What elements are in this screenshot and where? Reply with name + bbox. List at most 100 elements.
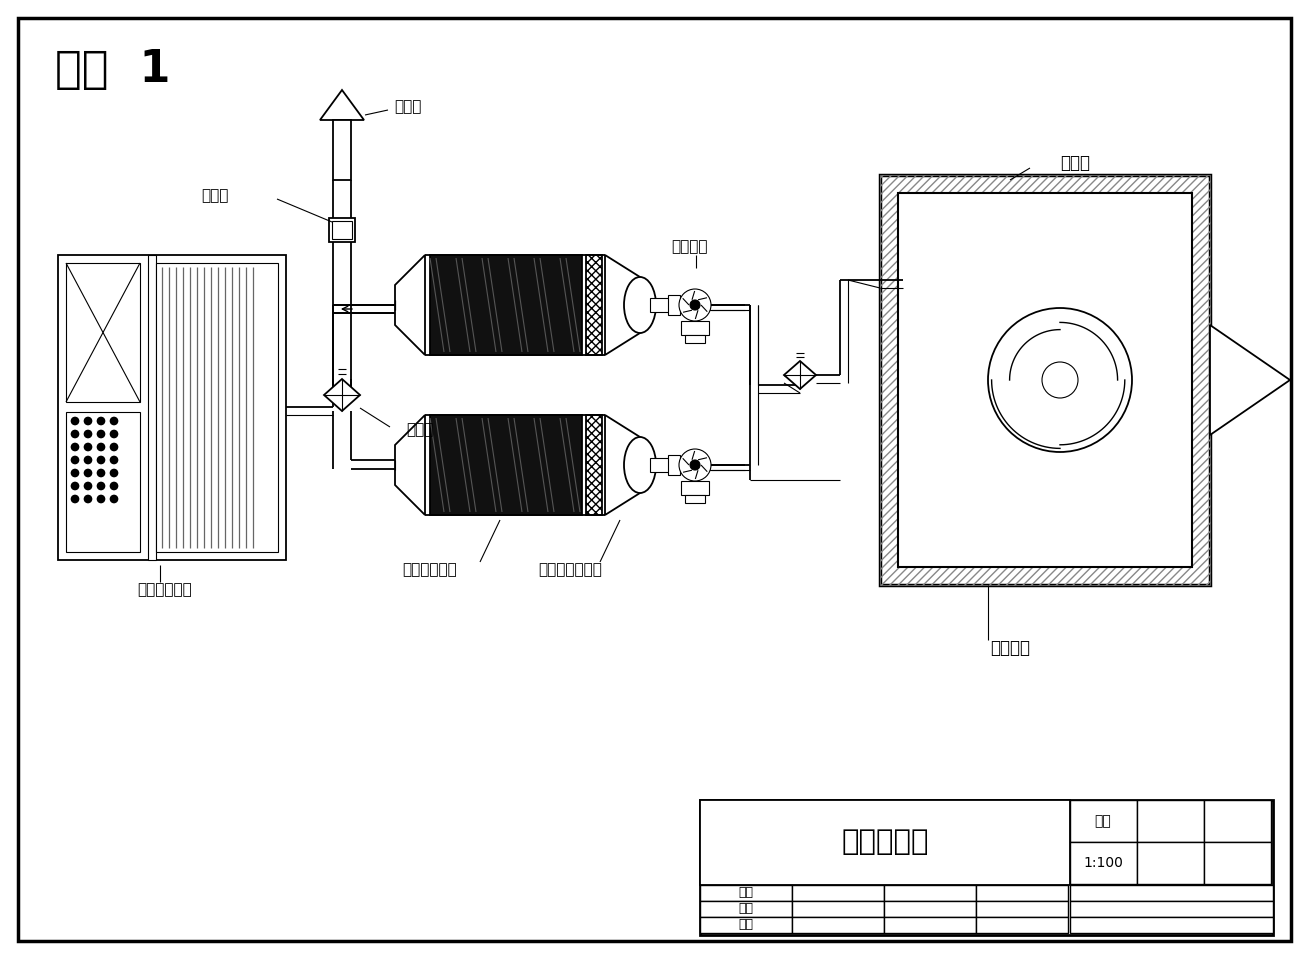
Circle shape <box>690 460 700 470</box>
Bar <box>884 901 977 917</box>
Text: 阻火器: 阻火器 <box>202 189 229 203</box>
Circle shape <box>988 308 1132 452</box>
Text: 平面布置图: 平面布置图 <box>842 828 929 856</box>
Circle shape <box>85 417 92 425</box>
Bar <box>65 412 140 552</box>
Polygon shape <box>395 255 425 355</box>
Text: 附图  1: 附图 1 <box>55 49 170 91</box>
Bar <box>332 221 352 239</box>
Bar <box>586 255 602 355</box>
Bar <box>884 917 977 933</box>
Circle shape <box>85 482 92 489</box>
Bar <box>429 255 583 355</box>
Bar <box>651 458 672 472</box>
Bar <box>1069 917 1272 933</box>
Text: 审核: 审核 <box>738 919 754 931</box>
Circle shape <box>72 496 79 503</box>
Circle shape <box>72 456 79 463</box>
Polygon shape <box>325 379 360 411</box>
Bar <box>700 800 1272 935</box>
Circle shape <box>97 417 105 425</box>
Circle shape <box>97 431 105 437</box>
Circle shape <box>110 456 118 463</box>
Bar <box>685 335 706 343</box>
Bar <box>586 415 602 515</box>
Circle shape <box>85 470 92 477</box>
Bar <box>651 298 672 312</box>
Polygon shape <box>319 90 364 120</box>
Text: 干式漆雾过滤器: 干式漆雾过滤器 <box>538 563 602 577</box>
Circle shape <box>85 431 92 437</box>
Bar <box>1069 800 1138 842</box>
Circle shape <box>110 482 118 489</box>
Polygon shape <box>1210 325 1289 435</box>
Bar <box>700 901 792 917</box>
Bar <box>329 218 355 242</box>
Text: 校对: 校对 <box>738 902 754 916</box>
Text: 催化燃烧装置: 催化燃烧装置 <box>137 582 192 597</box>
Circle shape <box>97 443 105 451</box>
Bar <box>1204 800 1271 842</box>
Circle shape <box>97 470 105 477</box>
Bar <box>898 193 1192 567</box>
Bar <box>1138 842 1204 884</box>
Bar <box>58 255 285 560</box>
Circle shape <box>690 300 700 310</box>
Circle shape <box>110 443 118 451</box>
Circle shape <box>85 456 92 463</box>
Text: 1:100: 1:100 <box>1083 856 1123 870</box>
Circle shape <box>72 417 79 425</box>
Circle shape <box>110 417 118 425</box>
Bar <box>429 415 583 515</box>
Bar <box>681 321 709 335</box>
Circle shape <box>72 470 79 477</box>
Circle shape <box>679 449 711 481</box>
Bar <box>977 901 1068 917</box>
Circle shape <box>72 482 79 489</box>
Circle shape <box>97 456 105 463</box>
Text: 风压阀: 风压阀 <box>406 423 433 437</box>
Polygon shape <box>784 361 816 389</box>
Circle shape <box>85 443 92 451</box>
Ellipse shape <box>624 277 656 333</box>
Text: 集气罩: 集气罩 <box>1060 154 1090 172</box>
Bar <box>1069 842 1138 884</box>
Bar <box>668 295 679 315</box>
Text: 离心风机: 离心风机 <box>672 240 708 254</box>
Circle shape <box>72 443 79 451</box>
Bar <box>65 263 140 402</box>
Bar <box>700 800 1069 885</box>
Bar <box>332 120 351 180</box>
Bar <box>977 885 1068 901</box>
Bar <box>977 917 1068 933</box>
Bar <box>880 175 1210 585</box>
Text: 制图: 制图 <box>738 886 754 900</box>
Bar <box>792 901 884 917</box>
Bar <box>1138 800 1204 842</box>
Bar <box>700 917 792 933</box>
Bar <box>668 455 679 475</box>
Circle shape <box>97 496 105 503</box>
Text: 排气罩: 排气罩 <box>394 100 421 114</box>
Circle shape <box>1042 362 1079 398</box>
Circle shape <box>97 482 105 489</box>
Bar <box>1069 885 1272 901</box>
Polygon shape <box>605 255 640 355</box>
Text: 喷漆车间: 喷漆车间 <box>990 639 1030 657</box>
Circle shape <box>110 470 118 477</box>
Circle shape <box>72 431 79 437</box>
Text: 比例: 比例 <box>1094 814 1111 828</box>
Polygon shape <box>395 415 425 515</box>
Bar <box>685 495 706 503</box>
Bar <box>1069 901 1272 917</box>
Bar <box>792 885 884 901</box>
Circle shape <box>679 289 711 321</box>
Bar <box>681 481 709 495</box>
Text: 固定床吸附塔: 固定床吸附塔 <box>403 563 457 577</box>
Ellipse shape <box>624 437 656 493</box>
Bar <box>148 255 156 560</box>
Circle shape <box>85 496 92 503</box>
Circle shape <box>110 496 118 503</box>
Polygon shape <box>605 415 640 515</box>
Bar <box>880 175 1210 585</box>
